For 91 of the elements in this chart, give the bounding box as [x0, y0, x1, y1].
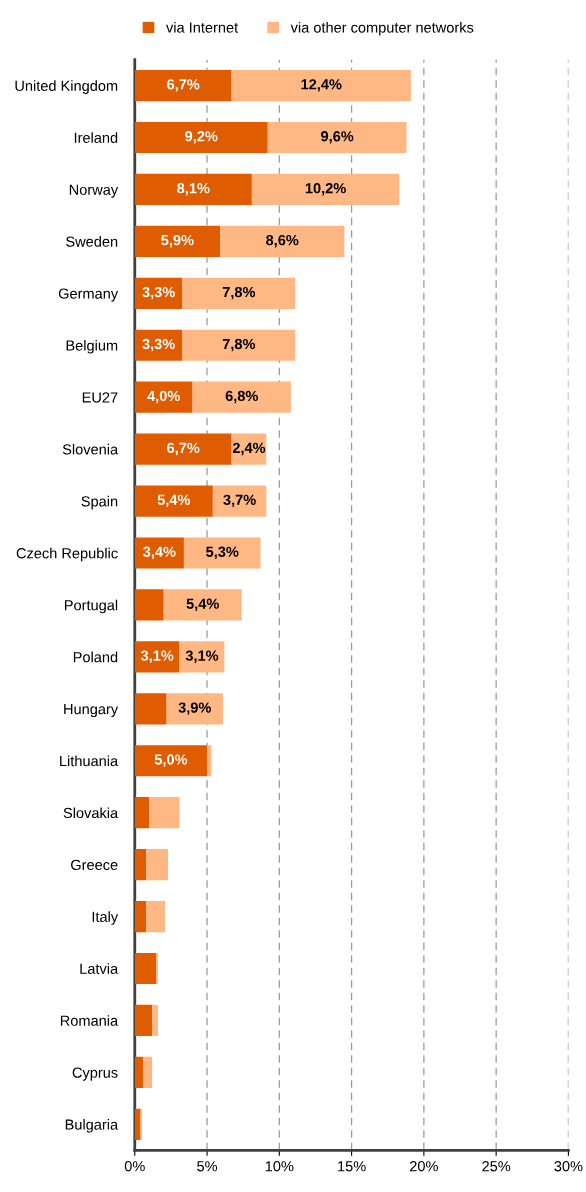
data-label: 9,6% [321, 131, 354, 144]
data-label: 5,4% [157, 494, 191, 508]
data-label: 12,4% [301, 79, 342, 92]
data-label: 8,1% [177, 183, 210, 196]
y-tick-label: Hungary [64, 704, 119, 718]
bar [134, 433, 232, 465]
bar [134, 121, 268, 154]
y-tick-label: Slovakia [63, 807, 119, 819]
bar [163, 589, 242, 621]
data-label: 9,2% [185, 131, 218, 144]
data-label: 5,4% [186, 598, 219, 611]
bar [134, 589, 164, 621]
bar [134, 952, 157, 985]
data-label: 3,7% [223, 494, 256, 508]
x-tick-label: 20% [410, 1161, 438, 1172]
y-tick-label: Romania [60, 1015, 119, 1026]
y-tick-label: Spain [81, 495, 118, 510]
bar [134, 69, 232, 102]
x-tick-label: 10% [265, 1161, 294, 1172]
data-label: 2,4% [232, 442, 266, 456]
bar [192, 381, 291, 413]
data-label: 7,8% [222, 286, 256, 300]
data-label: 7,8% [222, 338, 256, 352]
y-tick-label: Germany [58, 288, 119, 302]
y-tick-label: United Kingdom [15, 80, 118, 94]
bar [134, 849, 147, 881]
y-tick-label: Sweden [66, 236, 118, 247]
data-label: 3,9% [178, 702, 211, 715]
bar [134, 1004, 153, 1037]
data-label: 3,1% [185, 650, 219, 663]
bar [146, 849, 169, 881]
x-tick-label: 30% [554, 1161, 583, 1172]
data-label: 5,3% [206, 546, 239, 560]
x-tick-label: 15% [338, 1161, 366, 1172]
bar [183, 537, 261, 569]
bar [134, 381, 193, 413]
y-tick-label: Norway [69, 184, 119, 198]
data-label: 6,7% [167, 79, 200, 92]
y-tick-label: Portugal [65, 599, 118, 614]
bar [134, 485, 213, 517]
data-label: 10,2% [305, 183, 346, 196]
legend-label: via other computer networks [290, 21, 474, 36]
bar [166, 693, 223, 725]
bar [267, 121, 407, 154]
y-tick-label: Cyprus [72, 1067, 118, 1081]
bar [220, 225, 345, 257]
y-tick-label: EU27 [82, 392, 118, 403]
bar [231, 69, 411, 102]
data-label: 3,3% [142, 338, 175, 352]
data-label: 5,9% [161, 234, 194, 248]
bar [146, 900, 166, 933]
data-label: 6,8% [225, 390, 258, 404]
data-label: 6,7% [167, 442, 200, 456]
x-tick-label: 5% [197, 1161, 218, 1172]
data-label: 3,1% [140, 650, 174, 663]
bar [182, 329, 296, 361]
bar [143, 1056, 153, 1088]
bar [212, 485, 267, 517]
bar [134, 693, 167, 725]
bar [152, 1004, 158, 1037]
y-tick-label: Poland [73, 651, 118, 663]
bar [134, 1108, 141, 1140]
y-tick-label: Ireland [74, 132, 118, 143]
bar [149, 797, 180, 829]
bar [182, 277, 296, 309]
y-tick-label: Bulgaria [65, 1119, 119, 1133]
y-tick-label: Belgium [66, 339, 118, 354]
data-label: 3,3% [142, 286, 175, 300]
data-label: 5,0% [154, 754, 188, 767]
bar [134, 173, 252, 206]
bar [251, 173, 400, 206]
bar [134, 900, 147, 933]
y-tick-label: Italy [92, 911, 119, 925]
bar [134, 641, 180, 673]
bar [134, 537, 184, 569]
data-label: 3,4% [143, 546, 176, 560]
data-label: 4,0% [147, 390, 180, 404]
bar [134, 225, 221, 257]
data-label: 8,6% [266, 234, 299, 248]
y-tick-label: Slovenia [62, 443, 119, 455]
y-tick-label: Lithuania [60, 755, 119, 767]
bar [134, 745, 208, 777]
x-tick-label: 25% [482, 1161, 511, 1172]
bar [134, 797, 150, 829]
y-tick-label: Czech Republic [16, 547, 118, 562]
y-tick-label: Greece [71, 859, 118, 871]
legend-label: via Internet [166, 21, 239, 33]
bar [207, 745, 212, 777]
y-tick-label: Latvia [80, 963, 119, 974]
bar [134, 1056, 144, 1088]
x-tick-label: 0% [124, 1161, 145, 1172]
